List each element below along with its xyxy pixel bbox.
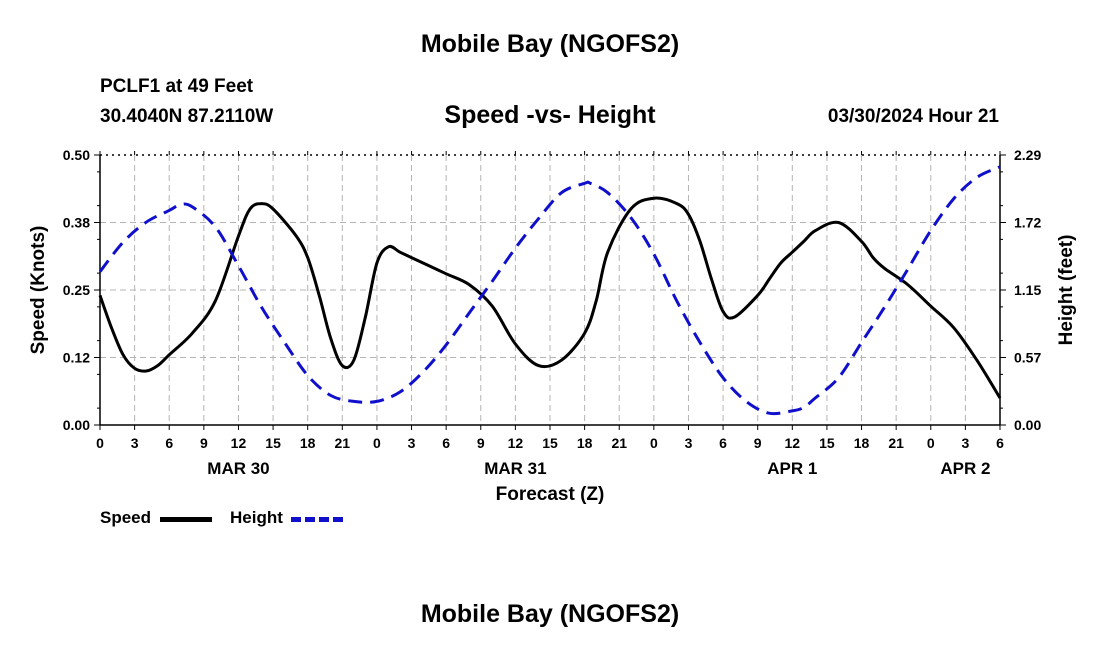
- x-tick-label: 21: [888, 435, 904, 451]
- x-tick-label: 15: [542, 435, 558, 451]
- y2-tick-label: 0.00: [1014, 417, 1041, 433]
- x-axis-label: Forecast (Z): [496, 484, 605, 505]
- y-tick-label: 0.25: [63, 282, 90, 298]
- x-tick-label: 15: [265, 435, 281, 451]
- x-tick-label: 18: [300, 435, 316, 451]
- x-tick-label: 9: [754, 435, 762, 451]
- legend-speed-label: Speed: [100, 508, 152, 527]
- x-tick-label: 12: [508, 435, 524, 451]
- y2-tick-label: 0.57: [1014, 350, 1041, 366]
- speed-series-line: [98, 196, 1002, 399]
- x-tick-label: 18: [854, 435, 870, 451]
- height-series-line: [98, 165, 1001, 416]
- y2-tick-label: 1.72: [1014, 215, 1041, 231]
- y-tick-label: 0.12: [63, 350, 90, 366]
- y2-tick-label: 1.15: [1014, 282, 1041, 298]
- x-tick-label: 0: [96, 435, 104, 451]
- coordinates-label: 30.4040N 87.2110W: [100, 106, 274, 127]
- legend-height-label: Height: [230, 508, 283, 527]
- x-tick-label: 0: [927, 435, 935, 451]
- x-tick-label: 6: [996, 435, 1004, 451]
- x-tick-label: 15: [819, 435, 835, 451]
- x-tick-label: 6: [719, 435, 727, 451]
- x-tick-label: 0: [650, 435, 658, 451]
- x-tick-label: 12: [231, 435, 247, 451]
- legend-height-swatch: [291, 517, 343, 522]
- datetime-label: 03/30/2024 Hour 21: [827, 106, 999, 127]
- date-label: APR 1: [767, 459, 817, 478]
- y-tick-label: 0.00: [63, 417, 90, 433]
- y-axis-label: Speed (Knots): [28, 226, 49, 355]
- date-label: MAR 31: [484, 459, 546, 478]
- chart-title: Mobile Bay (NGOFS2): [420, 30, 680, 58]
- x-tick-label: 6: [165, 435, 173, 451]
- y-tick-label: 0.38: [63, 215, 90, 231]
- x-tick-label: 3: [685, 435, 693, 451]
- date-label: APR 2: [940, 459, 990, 478]
- x-tick-label: 3: [131, 435, 139, 451]
- x-tick-label: 3: [408, 435, 416, 451]
- chart-subtitle: Speed -vs- Height: [444, 101, 656, 129]
- x-tick-label: 3: [961, 435, 969, 451]
- station-label: PCLF1 at 49 Feet: [100, 76, 254, 97]
- y-tick-label: 0.50: [63, 147, 90, 163]
- legend-speed-swatch: [160, 517, 212, 522]
- y2-tick-label: 2.29: [1014, 147, 1041, 163]
- footer-title: Mobile Bay (NGOFS2): [420, 600, 680, 628]
- x-tick-label: 12: [785, 435, 801, 451]
- x-tick-label: 9: [477, 435, 485, 451]
- x-tick-label: 9: [200, 435, 208, 451]
- x-tick-label: 21: [611, 435, 627, 451]
- y2-axis-label: Height (feet): [1056, 235, 1077, 346]
- date-label: MAR 30: [207, 459, 269, 478]
- x-tick-label: 18: [577, 435, 593, 451]
- x-tick-label: 0: [373, 435, 381, 451]
- x-tick-label: 6: [442, 435, 450, 451]
- x-tick-label: 21: [335, 435, 351, 451]
